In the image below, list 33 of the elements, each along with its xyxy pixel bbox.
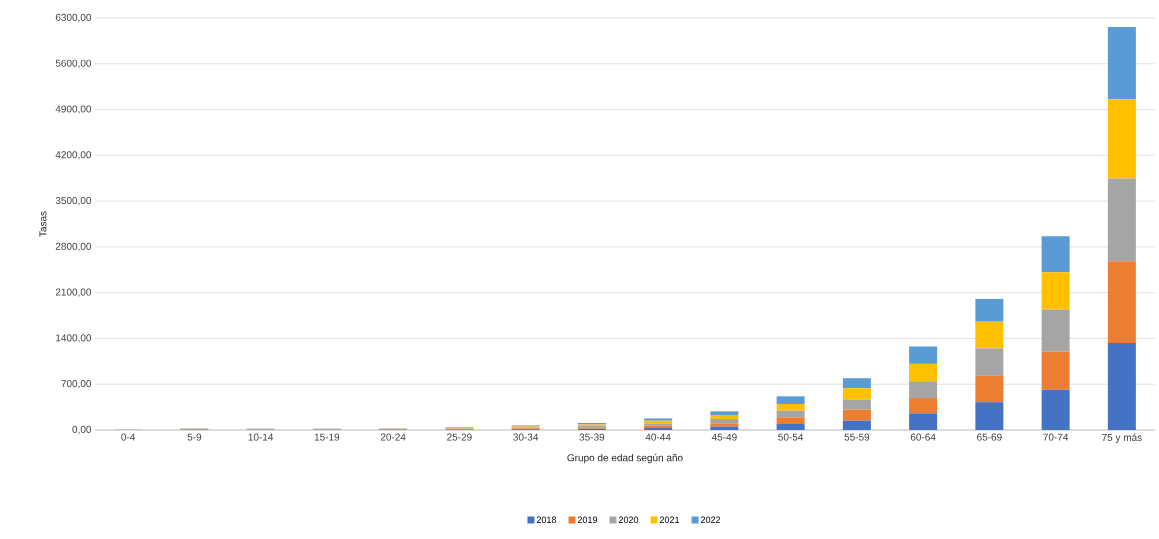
x-tick-label: 35-39 <box>579 433 605 441</box>
legend-label: 2018 <box>536 516 557 523</box>
x-tick-label: 30-34 <box>513 433 539 441</box>
x-tick-label: 15-19 <box>314 433 340 441</box>
x-tick-label: 40-44 <box>645 433 671 441</box>
y-tick-label: 2100,00 <box>55 288 92 297</box>
x-axis-title: Grupo de edad según año <box>567 453 683 464</box>
x-tick-label: 75 y más <box>1102 433 1142 443</box>
y-axis-title: Tasas <box>39 211 47 237</box>
x-tick-label: 10-14 <box>248 433 274 441</box>
legend-label: 2020 <box>618 516 639 523</box>
x-tick-label: 70-74 <box>1043 433 1069 441</box>
y-tick-label: 3500,00 <box>55 196 92 206</box>
x-tick-label: 0-4 <box>121 433 136 441</box>
x-tick-label: 5-9 <box>187 433 202 441</box>
y-tick-label: 5600,00 <box>55 59 92 68</box>
y-tick-label: 4200,00 <box>55 151 92 160</box>
y-tick-label: 6300,00 <box>55 13 92 23</box>
x-tick-label: 25-29 <box>447 433 472 441</box>
legend-label: 2021 <box>659 516 680 523</box>
y-tick-label: 0,00 <box>72 425 92 435</box>
x-tick-label: 20-24 <box>380 433 406 441</box>
y-tick-label: 2800,00 <box>55 242 92 252</box>
legend-label: 2022 <box>700 516 721 523</box>
x-tick-label: 65-69 <box>977 433 1002 441</box>
y-tick-label: 4900,00 <box>55 105 92 114</box>
x-tick-label: 50-54 <box>778 433 804 441</box>
legend-label: 2019 <box>577 516 598 523</box>
y-tick-label: 1400,00 <box>56 334 92 343</box>
y-tick-label: 700,00 <box>61 380 92 389</box>
x-tick-label: 45-49 <box>711 433 737 441</box>
x-tick-label: 55-59 <box>844 433 870 441</box>
x-tick-label: 60-64 <box>910 433 936 441</box>
